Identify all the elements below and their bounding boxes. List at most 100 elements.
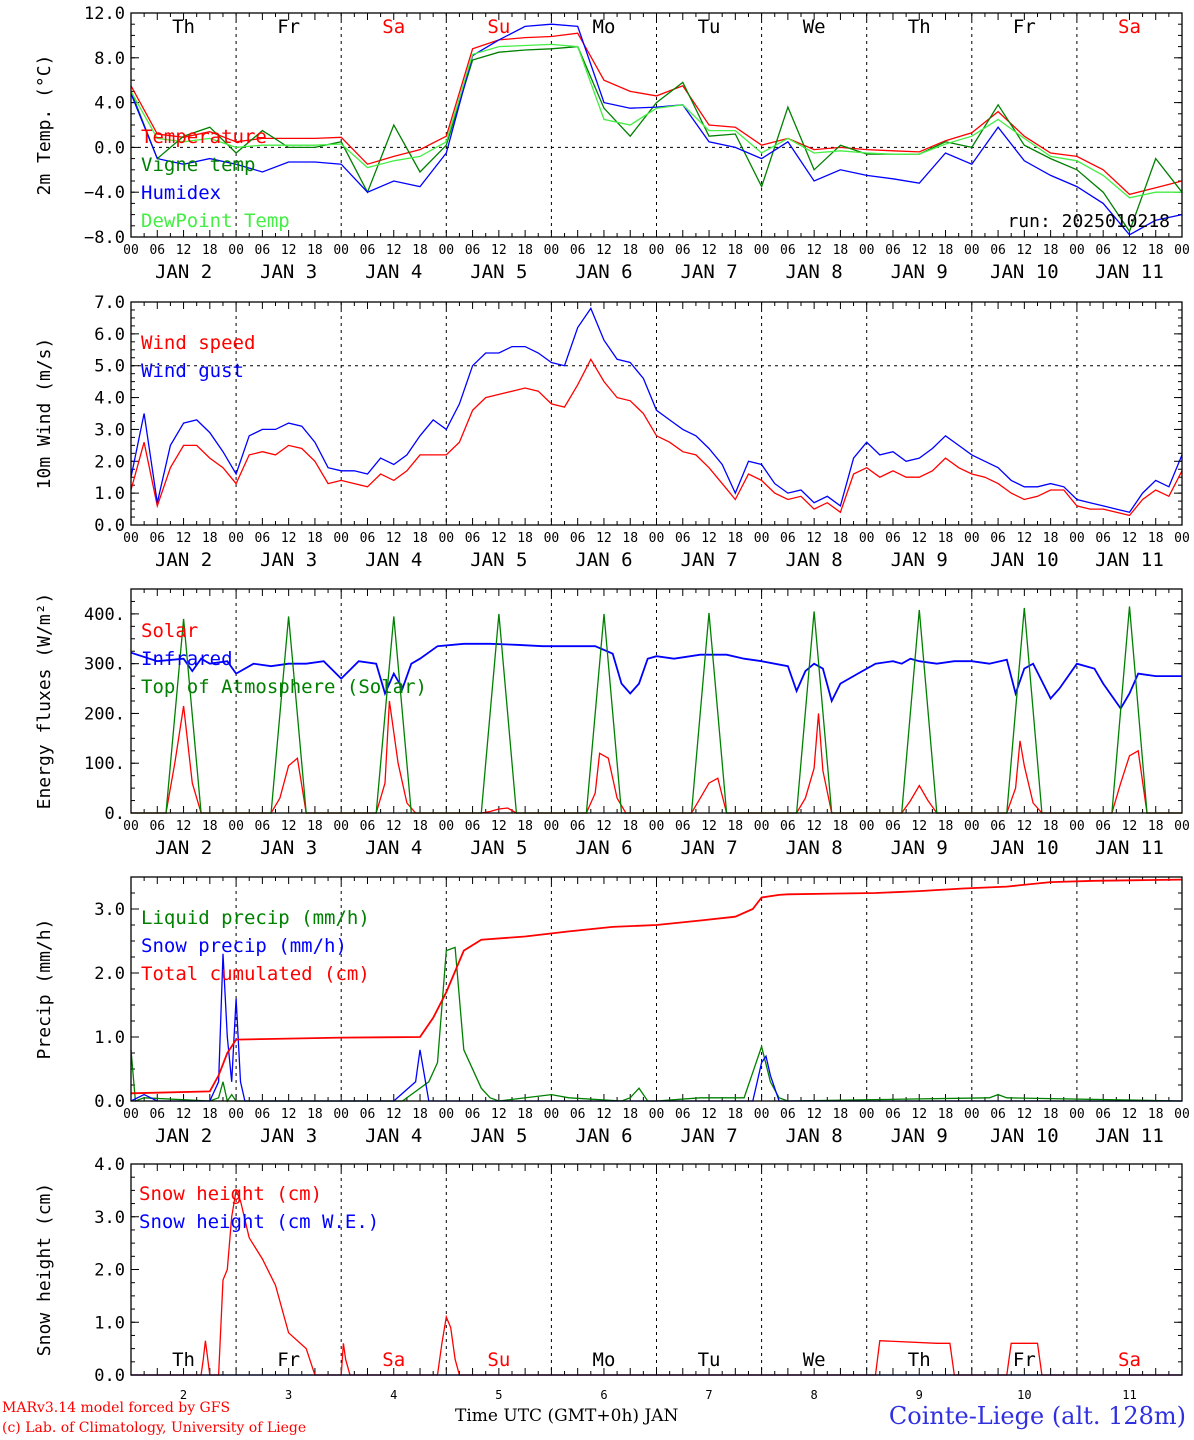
hour-label: 18 [307, 1107, 323, 1122]
date-label: JAN 2 [155, 1125, 212, 1147]
hour-label: 06 [675, 819, 691, 834]
legend-entry: Total cumulated (cm) [141, 963, 370, 985]
date-label: JAN 2 [155, 837, 212, 859]
date-label: JAN 8 [786, 837, 843, 859]
date-label: JAN 3 [260, 1125, 317, 1147]
hour-label: 18 [938, 1107, 954, 1122]
date-label: JAN 4 [365, 1125, 422, 1147]
date-label: JAN 11 [1095, 261, 1164, 283]
y-tick-label: 2.0 [94, 452, 125, 472]
series-wind-speed [130, 357, 1183, 517]
legend-entry: Solar [141, 620, 198, 642]
hour-label: 12 [281, 531, 297, 546]
hour-label: 06 [885, 243, 901, 258]
y-axis-label: 2m Temp. (°C) [34, 55, 55, 196]
hour-label: 18 [307, 243, 323, 258]
hour-label: 12 [701, 1107, 717, 1122]
series-dewpoint-temp [130, 43, 1182, 199]
hour-label: 12 [1017, 819, 1033, 834]
hour-label: 00 [754, 1107, 770, 1122]
series-vigne-temp [130, 45, 1183, 233]
hour-label: 18 [1043, 1107, 1059, 1122]
date-label: JAN 6 [575, 549, 632, 571]
date-label: JAN 2 [155, 549, 212, 571]
hour-label: 06 [675, 1107, 691, 1122]
weekday-label: We [803, 16, 826, 38]
hour-label: 00 [1069, 243, 1085, 258]
series-infrared [130, 642, 1182, 711]
hour-label: 18 [412, 531, 428, 546]
date-label: JAN 5 [470, 1125, 527, 1147]
hour-label: 00 [754, 819, 770, 834]
hour-label: 18 [622, 243, 638, 258]
series-temperature [130, 32, 1183, 196]
weekday-label: Fr [1013, 16, 1036, 38]
day-number-label: 8 [811, 1388, 818, 1402]
date-label: JAN 10 [990, 837, 1059, 859]
series-wind-gust [130, 307, 1183, 514]
hour-label: 12 [911, 819, 927, 834]
date-label: JAN 10 [990, 549, 1059, 571]
hour-label: 00 [859, 819, 875, 834]
hour-label: 00 [964, 819, 980, 834]
hour-label: 12 [1122, 1107, 1138, 1122]
hour-label: 12 [701, 531, 717, 546]
plot-frame [130, 876, 1183, 1102]
y-tick-label: 0.0 [94, 1366, 125, 1386]
hour-label: 00 [544, 243, 560, 258]
date-label: JAN 9 [891, 1125, 948, 1147]
hour-label: 18 [202, 243, 218, 258]
hour-label: 06 [885, 819, 901, 834]
hour-label: 12 [176, 531, 192, 546]
date-label: JAN 2 [155, 261, 212, 283]
hour-label: 06 [780, 243, 796, 258]
hour-label: 18 [202, 531, 218, 546]
hour-label: 06 [780, 531, 796, 546]
hour-label: 00 [649, 1107, 665, 1122]
date-label: JAN 10 [990, 261, 1059, 283]
hour-label: 00 [859, 531, 875, 546]
hour-label: 18 [622, 819, 638, 834]
hour-label: 18 [727, 819, 743, 834]
date-label: JAN 5 [470, 549, 527, 571]
hour-label: 18 [517, 1107, 533, 1122]
hour-label: 18 [307, 819, 323, 834]
hour-label: 00 [438, 819, 454, 834]
date-label: JAN 11 [1095, 549, 1164, 571]
hour-label: 06 [990, 819, 1006, 834]
y-tick-label: 1.0 [94, 484, 125, 504]
day-number-label: 11 [1122, 1388, 1136, 1402]
hour-label: 12 [1017, 531, 1033, 546]
legend-entry: Top of Atmosphere (Solar) [141, 676, 427, 698]
y-tick-label: 300. [84, 655, 125, 675]
y-axis-label: Energy fluxes (W/m²) [34, 593, 55, 810]
day-number-label: 6 [600, 1388, 607, 1402]
weekday-label: Th [172, 1349, 195, 1371]
hour-label: 06 [255, 243, 271, 258]
hour-label: 06 [885, 531, 901, 546]
hour-label: 18 [622, 1107, 638, 1122]
date-label: JAN 7 [680, 1125, 737, 1147]
date-label: JAN 9 [891, 837, 948, 859]
plot-frame [130, 301, 1183, 526]
panel-2: 0.0 1.0 2.0 3.0 4.0 5.0 6.0 7.0 10m Wind (m/s) Wi… [34, 293, 1190, 571]
hour-label: 06 [149, 1107, 165, 1122]
legend-entry: Temperature [141, 126, 267, 148]
hour-label: 06 [255, 1107, 271, 1122]
hour-label: 18 [412, 819, 428, 834]
legend-entry: Infrared [141, 648, 233, 670]
hour-label: 18 [1148, 531, 1164, 546]
hour-label: 18 [727, 1107, 743, 1122]
y-axis-label: 10m Wind (m/s) [34, 338, 55, 490]
hour-label: 12 [806, 531, 822, 546]
model-credit: MARv3.14 model forced by GFS [2, 1400, 231, 1416]
hour-label: 12 [491, 531, 507, 546]
y-tick-label: 0.0 [94, 1092, 125, 1112]
hour-label: 06 [990, 243, 1006, 258]
date-label: JAN 3 [260, 549, 317, 571]
legend-entry: Snow height (cm W.E.) [139, 1211, 379, 1233]
date-label: JAN 11 [1095, 837, 1164, 859]
y-tick-label: 3.0 [94, 900, 125, 920]
panel-3: 0. 100. 200. 300. 400. Energy fluxes (W/m²) So… [34, 588, 1190, 859]
